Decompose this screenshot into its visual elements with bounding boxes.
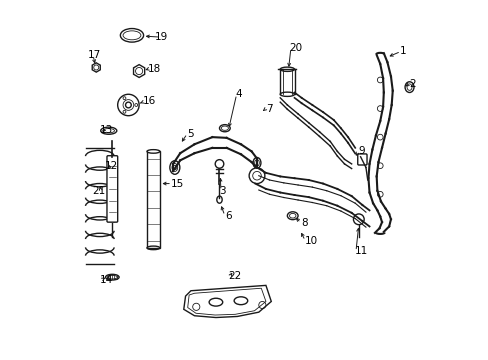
Text: 11: 11 xyxy=(354,247,368,256)
Text: 16: 16 xyxy=(142,96,156,107)
Text: 9: 9 xyxy=(358,147,365,157)
Text: 10: 10 xyxy=(305,236,318,246)
Text: 14: 14 xyxy=(100,275,113,285)
Text: 5: 5 xyxy=(187,129,194,139)
Text: 4: 4 xyxy=(235,89,242,99)
Text: 7: 7 xyxy=(265,104,272,113)
FancyBboxPatch shape xyxy=(107,156,118,222)
Text: 8: 8 xyxy=(301,218,307,228)
Text: 15: 15 xyxy=(171,179,184,189)
FancyBboxPatch shape xyxy=(147,152,160,248)
Text: 13: 13 xyxy=(100,125,113,135)
Text: 3: 3 xyxy=(219,186,225,196)
Text: 2: 2 xyxy=(408,78,415,89)
FancyBboxPatch shape xyxy=(357,154,366,165)
Text: 18: 18 xyxy=(148,64,161,74)
Text: 1: 1 xyxy=(399,46,406,57)
Text: 20: 20 xyxy=(288,43,302,53)
Polygon shape xyxy=(183,285,271,318)
Text: 19: 19 xyxy=(155,32,168,42)
Text: 6: 6 xyxy=(224,211,231,221)
Text: 22: 22 xyxy=(228,271,241,282)
Text: 17: 17 xyxy=(87,50,101,60)
Polygon shape xyxy=(133,64,144,77)
Ellipse shape xyxy=(280,67,294,71)
Polygon shape xyxy=(92,63,100,72)
Text: 21: 21 xyxy=(93,186,106,196)
Ellipse shape xyxy=(147,150,160,153)
Text: 12: 12 xyxy=(105,161,118,171)
